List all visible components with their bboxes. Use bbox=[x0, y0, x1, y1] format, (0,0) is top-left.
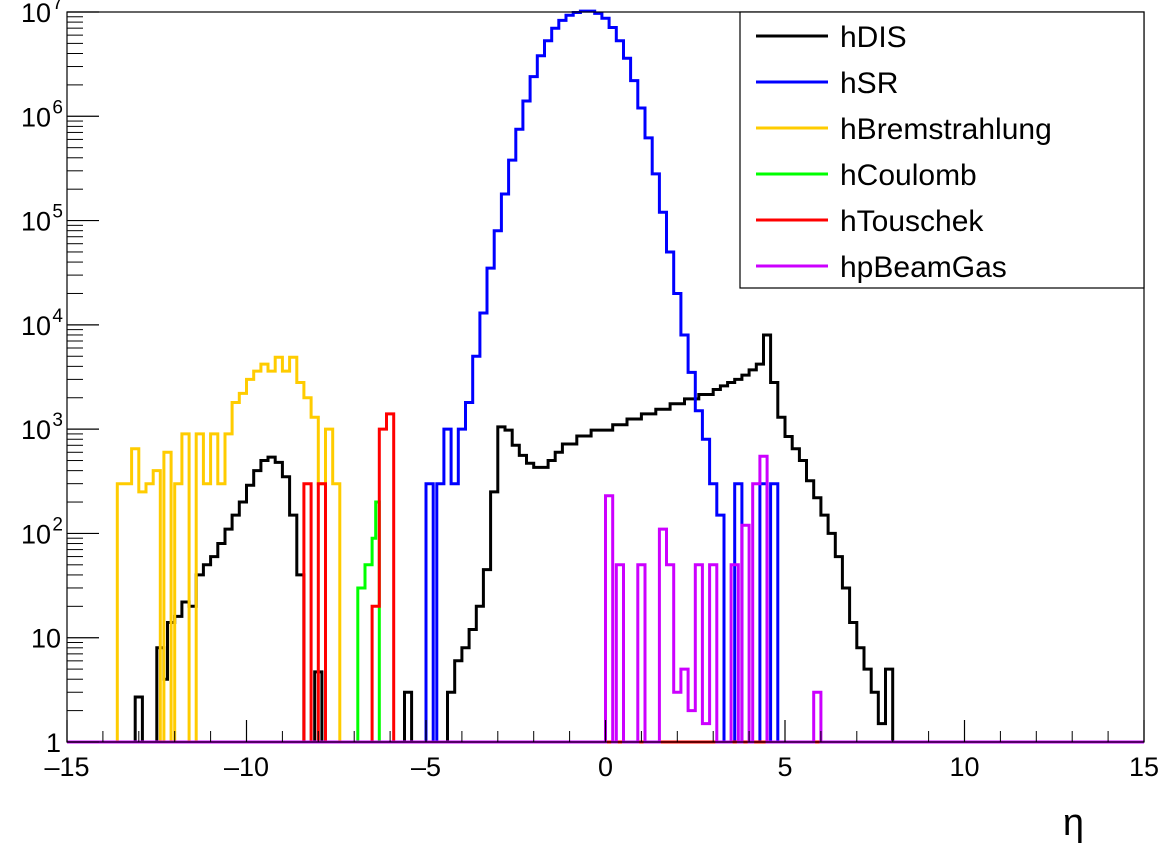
legend-label-htouschek: hTouschek bbox=[840, 205, 984, 238]
y-tick-label: 10 bbox=[21, 415, 51, 445]
y-tick-exponent: 7 bbox=[52, 0, 63, 14]
y-tick-label: 10 bbox=[21, 207, 51, 237]
x-tick-label: 10 bbox=[949, 752, 979, 782]
y-tick-label: 10 bbox=[21, 519, 51, 549]
y-tick-exponent: 3 bbox=[52, 410, 63, 431]
legend-label-hdis: hDIS bbox=[840, 21, 907, 54]
y-tick-label: 10 bbox=[21, 311, 51, 341]
y-tick-exponent: 4 bbox=[52, 306, 63, 327]
x-axis: –15 –10 –5 0 5 10 15 bbox=[44, 720, 1159, 782]
x-tick-label: 5 bbox=[777, 752, 792, 782]
y-tick-label: 10 bbox=[21, 0, 51, 28]
series-line-hbremstrahlung bbox=[67, 355, 1144, 744]
legend: hDIS hSR hBremstrahlung hCoulomb hTouschek hp… bbox=[739, 11, 1145, 289]
x-tick-label: 0 bbox=[598, 752, 613, 782]
y-tick-exponent: 2 bbox=[52, 514, 63, 535]
y-tick-label: 10 bbox=[31, 624, 61, 654]
x-tick-label: –5 bbox=[411, 752, 441, 782]
y-tick-label: 1 bbox=[46, 728, 61, 758]
x-tick-label: 15 bbox=[1129, 752, 1159, 782]
y-tick-exponent: 6 bbox=[52, 97, 63, 118]
series-line-hsr bbox=[67, 9, 1144, 744]
series-curves bbox=[67, 9, 1144, 744]
y-tick-exponent: 5 bbox=[52, 202, 63, 223]
x-tick-label: –10 bbox=[224, 752, 269, 782]
legend-label-hsr: hSR bbox=[840, 67, 898, 100]
y-tick-label: 10 bbox=[21, 102, 51, 132]
legend-box bbox=[739, 11, 1145, 289]
x-tick-label: –15 bbox=[44, 752, 89, 782]
legend-label-hbremstrahlung: hBremstrahlung bbox=[840, 113, 1052, 146]
legend-label-hcoulomb: hCoulomb bbox=[840, 159, 977, 192]
series-line-hdis bbox=[67, 333, 1144, 744]
legend-label-hpbeamgas: hpBeamGas bbox=[840, 251, 1007, 284]
x-axis-title: η bbox=[1063, 802, 1084, 844]
